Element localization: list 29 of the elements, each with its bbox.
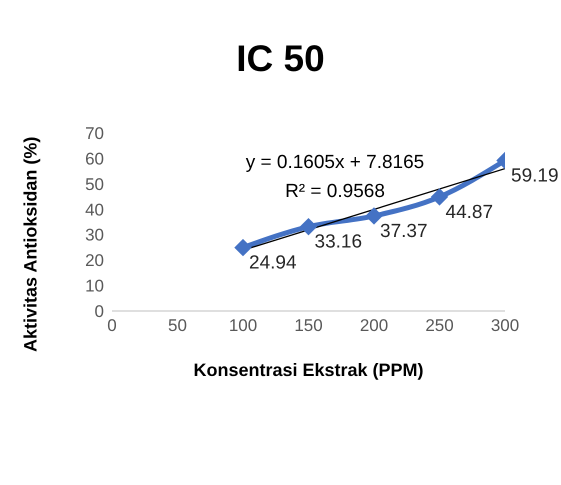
y-tick-label: 20 [85,251,104,270]
x-tick-label: 50 [168,316,187,336]
annotation: y = 0.1605x + 7.8165 [244,152,426,174]
x-tick-label: 300 [490,316,520,336]
point [300,218,317,236]
point [431,188,448,206]
y-tick-label: 70 [85,124,104,144]
y-tick-label: 60 [85,149,104,168]
x-axis-title: Konsentrasi Ekstrak (PPM) [193,360,424,380]
x-tick-label: 200 [360,316,388,336]
y-tick-label: 40 [85,200,104,220]
annotation: R² = 0.9568 [284,181,386,203]
point [366,207,382,224]
chart-title: IC 50 [235,38,326,80]
y-tick-label: 50 [85,174,104,194]
y-tick-label: 30 [85,226,104,245]
x-tick-label: 150 [294,316,323,336]
x-tick-label: 100 [228,316,258,336]
x-tick-label: 250 [425,316,454,336]
data-label: 33.16 [314,232,362,253]
y-tick-label: 10 [85,276,104,296]
data-label: 44.87 [446,202,494,223]
data-label: 24.94 [249,252,297,274]
x-tick-label: 0 [107,316,117,336]
y-tick-label: 0 [94,302,104,322]
y-axis-title: Aktivitas Antioksidan (%) [20,136,40,352]
point [234,239,252,256]
data-label: 59.19 [511,166,559,187]
data-label: 37.37 [380,220,428,242]
